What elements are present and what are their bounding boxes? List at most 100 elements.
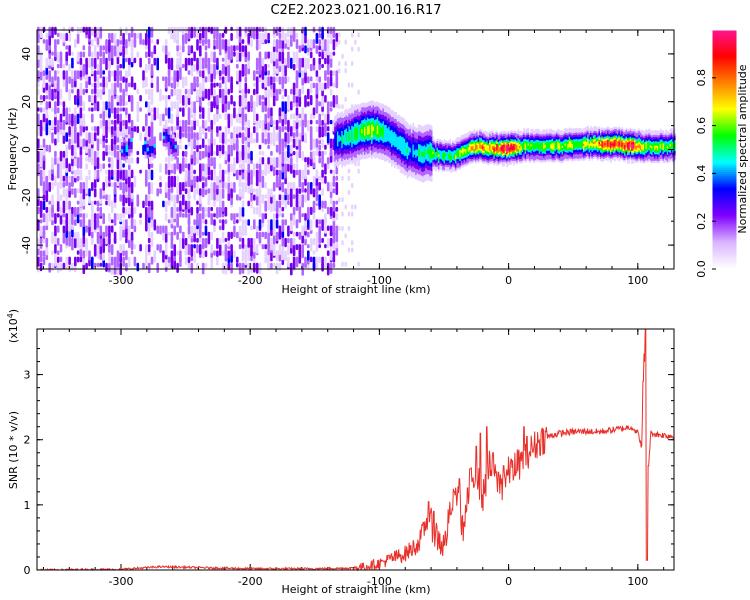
spectrogram-cell bbox=[68, 200, 71, 210]
spectrogram-cell bbox=[456, 163, 459, 166]
spectrogram-cell bbox=[392, 127, 395, 131]
spectrogram-cell bbox=[179, 51, 182, 61]
spectrogram-cell bbox=[224, 219, 228, 224]
spectrogram-cell bbox=[463, 133, 466, 137]
spectrogram-cell bbox=[184, 119, 188, 129]
spectrogram-cell bbox=[395, 120, 397, 124]
spectrogram-cell bbox=[482, 154, 484, 157]
spectrogram-cell bbox=[457, 160, 460, 164]
spectrogram-cell bbox=[466, 133, 469, 136]
spectrogram-cell bbox=[409, 141, 412, 144]
spectrogram-cell bbox=[399, 165, 402, 169]
spectrogram-cell bbox=[348, 136, 351, 139]
spectrogram-cell bbox=[425, 126, 427, 130]
spectrogram-cell bbox=[392, 136, 395, 139]
spectrogram-cell bbox=[452, 151, 454, 154]
spectrogram-cell bbox=[416, 155, 419, 159]
spectrogram-cell bbox=[307, 76, 310, 84]
spectrogram-cell bbox=[318, 82, 321, 91]
spectrogram-cell bbox=[122, 169, 125, 181]
spectrogram-cell bbox=[386, 145, 389, 148]
spectrogram-cell bbox=[422, 130, 424, 134]
spectrogram-cell bbox=[142, 200, 145, 209]
spectrogram-cell bbox=[368, 123, 370, 126]
spectrogram-cell bbox=[459, 158, 461, 161]
spectrogram-cell bbox=[469, 147, 471, 151]
spectrogram-cell bbox=[344, 133, 346, 137]
spectrogram-cell bbox=[378, 113, 380, 117]
spectrogram-cell bbox=[139, 132, 142, 141]
spectrogram-cell bbox=[99, 26, 103, 39]
spectrogram-cell bbox=[430, 166, 433, 169]
spectrogram-cell bbox=[385, 133, 387, 136]
spectrogram-cell bbox=[125, 151, 128, 156]
spectrogram-cell bbox=[230, 213, 233, 221]
spectrogram-cell bbox=[312, 39, 316, 49]
spectrogram-cell bbox=[368, 127, 370, 130]
spectrogram-cell bbox=[267, 188, 270, 198]
spectrogram-cell bbox=[150, 237, 154, 247]
spectrogram-cell bbox=[364, 126, 366, 130]
spectrogram-cell bbox=[457, 167, 460, 170]
spectrogram-cell bbox=[385, 111, 387, 115]
spectrogram-cell bbox=[410, 164, 413, 168]
spectrogram-cell bbox=[418, 167, 420, 170]
spectrogram-cell bbox=[244, 113, 248, 122]
spectrogram-cell bbox=[54, 244, 57, 254]
spectrogram-cell bbox=[147, 126, 151, 138]
spectrogram-cell bbox=[130, 119, 134, 129]
spectrogram-cell bbox=[372, 113, 375, 116]
spectrogram-cell bbox=[321, 256, 324, 269]
spectrogram-cell bbox=[436, 149, 439, 152]
spectrogram-cell bbox=[199, 213, 202, 226]
spectrogram-cell bbox=[403, 166, 406, 169]
spectrogram-cell bbox=[446, 147, 449, 150]
spectrogram-cell bbox=[428, 171, 430, 175]
spectrogram-cell bbox=[144, 143, 147, 148]
spectrogram-cell bbox=[369, 139, 372, 143]
spectrogram-cell bbox=[332, 225, 336, 237]
spectrogram-cell bbox=[281, 95, 285, 100]
spectrogram-cell bbox=[410, 128, 413, 131]
spectrogram-cell bbox=[108, 107, 111, 118]
spectrogram-cell bbox=[315, 119, 319, 125]
spectrogram-cell bbox=[272, 39, 276, 47]
spectrogram-cell bbox=[105, 57, 108, 71]
spectrogram-cell bbox=[96, 169, 100, 179]
spectrogram-cell bbox=[167, 107, 171, 119]
spectrogram-cell bbox=[292, 138, 296, 148]
spectrogram-cell bbox=[344, 144, 346, 148]
spectrogram-cell bbox=[385, 105, 387, 108]
spectrogram-cell bbox=[381, 133, 383, 137]
spectrogram-cell bbox=[361, 152, 363, 155]
spectrogram-cell bbox=[318, 182, 321, 191]
spectrogram-cell bbox=[361, 135, 363, 138]
spectrogram-cell bbox=[258, 182, 262, 194]
spectrogram-cell bbox=[355, 110, 358, 113]
spectrogram-cell bbox=[342, 132, 345, 136]
spectrogram-cell bbox=[436, 155, 439, 159]
spectrogram-cell bbox=[238, 206, 242, 217]
spectrogram-cell bbox=[56, 262, 60, 273]
spectrogram-cell bbox=[419, 129, 422, 132]
spectrogram-cell bbox=[439, 150, 442, 153]
spectrogram-cell bbox=[349, 144, 352, 147]
spectrogram-cell bbox=[184, 256, 188, 265]
spectrogram-cell bbox=[349, 150, 352, 154]
spectrogram-cell bbox=[435, 147, 437, 150]
spectrogram-cell bbox=[415, 140, 417, 143]
spectrogram-cell bbox=[396, 160, 399, 163]
spectrogram-cell bbox=[426, 143, 429, 146]
spectrogram-cell bbox=[445, 144, 447, 148]
spectrogram-cell bbox=[473, 133, 476, 137]
spectrogram-cell bbox=[190, 119, 194, 127]
spectrogram-cell bbox=[347, 161, 349, 164]
spectrogram-cell bbox=[399, 157, 402, 160]
spectrogram-cell bbox=[216, 132, 219, 137]
spectrogram-cell bbox=[462, 139, 464, 142]
spectrogram-cell bbox=[261, 132, 265, 144]
spectrogram-cell bbox=[447, 162, 450, 165]
spectrogram-cell bbox=[392, 144, 395, 148]
spectrogram-cell bbox=[412, 135, 415, 139]
spectrogram-cell bbox=[415, 136, 417, 139]
